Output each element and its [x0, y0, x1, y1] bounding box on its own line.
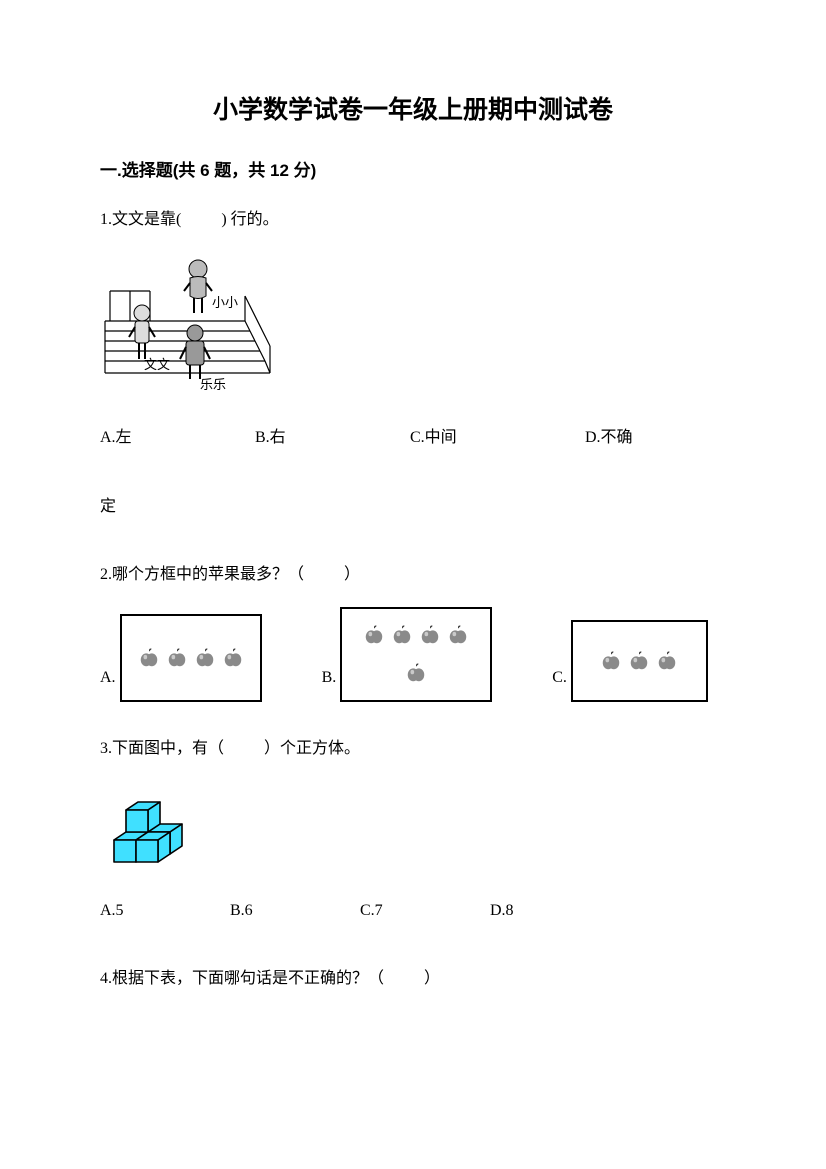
q3-text-post: ）个正方体。 [264, 740, 360, 757]
q3-opt-a: A.5 [100, 892, 230, 930]
q4-text-post: ） [424, 970, 440, 987]
q4-text: 4.根据下表，下面哪句话是不正确的？（ ） [100, 960, 726, 998]
q2-box-b [340, 607, 492, 702]
q2-text: 2.哪个方框中的苹果最多？（ ） [100, 556, 726, 594]
q4-text-pre: 4.根据下表，下面哪句话是不正确的？（ [100, 970, 384, 987]
q1-opt-d-cont: 定 [100, 488, 726, 526]
q2-cell-a: A. [100, 614, 262, 702]
question-1: 1.文文是靠( ) 行的。 [100, 201, 726, 526]
q2-cell-c: C. [552, 620, 708, 702]
section-1-header: 一.选择题(共 6 题，共 12 分) [100, 156, 726, 181]
apple-icon [138, 647, 160, 669]
q2-opt-b: B. [322, 659, 337, 701]
q2-opt-c: C. [552, 659, 567, 701]
q1-opt-d: D.不确 [585, 419, 633, 457]
q3-opt-d: D.8 [490, 892, 620, 930]
apple-icon [419, 624, 441, 646]
apple-icon [600, 650, 622, 672]
q2-box-a [120, 614, 262, 702]
q1-label-lele: 乐乐 [200, 369, 226, 400]
q3-text: 3.下面图中，有（ ）个正方体。 [100, 730, 726, 768]
q1-text-pre: 1.文文是靠( [100, 211, 181, 228]
q3-opt-c: C.7 [360, 892, 490, 930]
q2-opt-a: A. [100, 659, 116, 701]
apple-icon [363, 624, 385, 646]
apple-icon [656, 650, 678, 672]
q2-box-c [571, 620, 708, 702]
apple-icon [447, 624, 469, 646]
q3-opt-b: B.6 [230, 892, 360, 930]
apple-icon [405, 662, 427, 684]
apple-icon [222, 647, 244, 669]
page: 小学数学试卷一年级上册期中测试卷 一.选择题(共 6 题，共 12 分) 1.文… [0, 0, 826, 1054]
q3-figure [100, 780, 200, 870]
apple-icon [166, 647, 188, 669]
exam-title: 小学数学试卷一年级上册期中测试卷 [100, 90, 726, 126]
apple-icon [194, 647, 216, 669]
apple-icon [391, 624, 413, 646]
q1-text: 1.文文是靠( ) 行的。 [100, 201, 726, 239]
apple-icon [628, 650, 650, 672]
q2-figure-row: A. B. C. [100, 607, 726, 702]
question-2: 2.哪个方框中的苹果最多？（ ） A. B. C. [100, 556, 726, 701]
question-3: 3.下面图中，有（ ）个正方体。 A.5 B.6 C.7 D.8 [100, 730, 726, 931]
q1-figure: 小小 文文 乐乐 [100, 251, 280, 401]
q2-text-pre: 2.哪个方框中的苹果最多？（ [100, 566, 304, 583]
q1-opt-b: B.右 [255, 419, 410, 457]
q1-text-post: ) 行的。 [221, 211, 278, 228]
q3-options: A.5 B.6 C.7 D.8 [100, 892, 726, 930]
q1-opt-c: C.中间 [410, 419, 585, 457]
q1-label-xiaoxiao: 小小 [212, 287, 238, 318]
question-4: 4.根据下表，下面哪句话是不正确的？（ ） [100, 960, 726, 998]
q3-text-pre: 3.下面图中，有（ [100, 740, 224, 757]
q1-opt-a: A.左 [100, 419, 255, 457]
q2-text-post: ） [344, 566, 360, 583]
q1-label-wenwen: 文文 [144, 349, 170, 380]
q1-options: A.左 B.右 C.中间 D.不确 [100, 419, 726, 457]
q2-cell-b: B. [322, 607, 493, 702]
